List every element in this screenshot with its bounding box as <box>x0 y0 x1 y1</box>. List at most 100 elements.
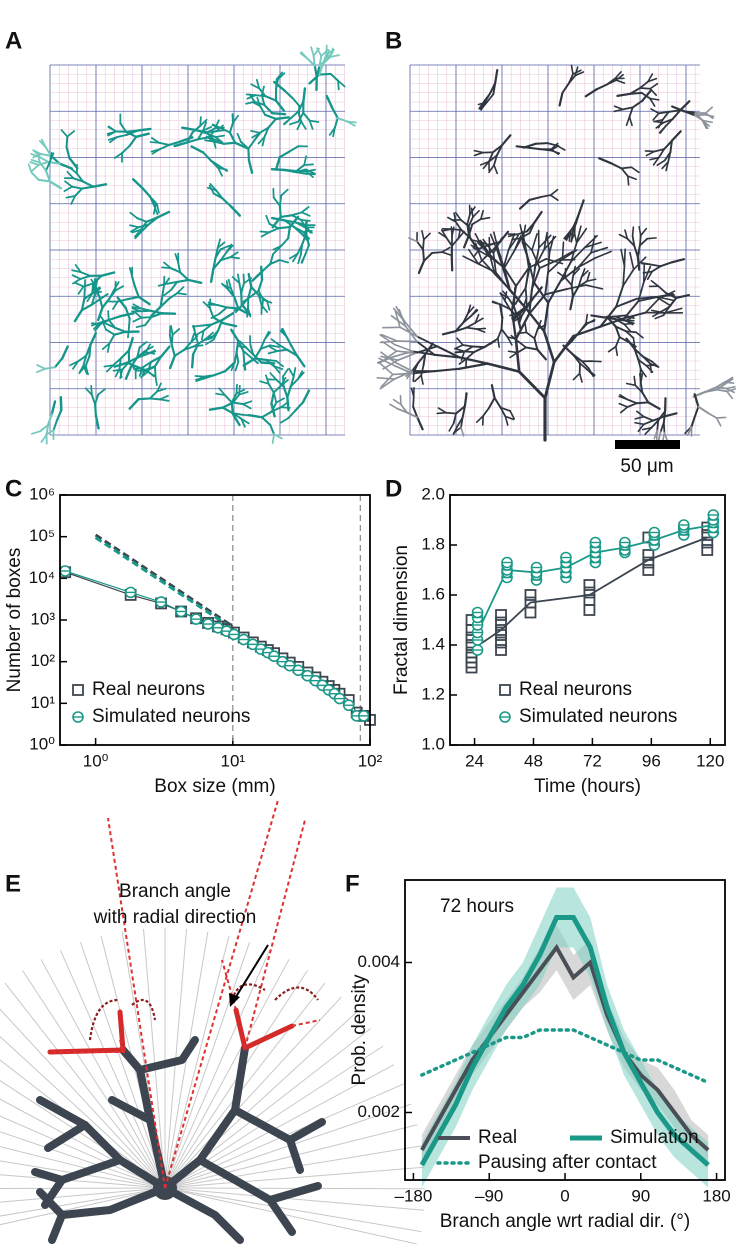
neurite <box>249 289 260 298</box>
neurite <box>202 151 213 162</box>
neurite <box>494 69 499 85</box>
neurite <box>214 134 225 138</box>
point <box>642 556 655 569</box>
neurite <box>504 291 508 302</box>
neurite <box>129 224 140 229</box>
neurite <box>131 178 144 190</box>
neurite <box>649 362 653 374</box>
neurite <box>291 97 301 107</box>
neurite <box>657 285 667 294</box>
neurite <box>650 279 660 288</box>
neurite <box>218 387 226 396</box>
neurite <box>606 77 617 86</box>
neurite <box>36 153 41 164</box>
neurite <box>650 309 662 313</box>
neurite <box>44 169 52 183</box>
branch <box>31 1156 124 1184</box>
branch <box>161 1044 249 1192</box>
neurite <box>525 296 535 308</box>
annotation: 72 hours <box>440 896 514 917</box>
neurite <box>346 120 357 124</box>
neurite <box>231 412 244 416</box>
neurite <box>503 250 515 270</box>
neurite <box>614 336 621 348</box>
neurite <box>137 397 152 401</box>
diagram-label: with radial direction <box>93 907 257 928</box>
neurite <box>499 292 506 302</box>
neurite <box>638 225 642 237</box>
neurite <box>514 295 521 305</box>
neurite <box>506 336 513 346</box>
panel-label: F <box>345 870 360 897</box>
neurite <box>574 71 585 77</box>
neurite <box>269 372 278 381</box>
neurite <box>489 337 499 345</box>
point <box>495 616 507 629</box>
arrow-head <box>229 993 240 1007</box>
neurite <box>118 357 122 370</box>
neurite <box>571 353 584 363</box>
neurite <box>77 354 88 363</box>
neurite <box>91 282 95 295</box>
neurite <box>92 183 108 188</box>
radial-line <box>0 1187 166 1226</box>
panel-label: C <box>5 475 22 502</box>
neurite <box>649 156 660 161</box>
neurite <box>564 276 573 287</box>
neurite <box>725 386 736 390</box>
neurite <box>53 357 64 369</box>
neurite <box>615 297 638 308</box>
neurite <box>441 246 451 253</box>
neurite <box>519 232 531 240</box>
neurite <box>571 222 577 234</box>
neurite <box>268 345 279 352</box>
neurite <box>452 412 457 425</box>
neurite <box>247 147 251 162</box>
neurite <box>228 131 237 144</box>
neurite <box>243 277 253 285</box>
neurite <box>507 297 515 308</box>
panel-e-diagram <box>0 799 426 1244</box>
neurite <box>269 344 280 348</box>
neurite <box>238 282 243 294</box>
y-tick-label: 10⁴ <box>29 568 55 587</box>
neurite <box>124 306 131 320</box>
neurite <box>598 157 613 165</box>
neurite <box>303 155 307 166</box>
neurite <box>93 286 101 298</box>
neurite <box>574 66 579 77</box>
panel-label: D <box>385 475 402 502</box>
neurite <box>533 337 539 351</box>
y-tick-label: 1.2 <box>421 684 445 703</box>
neurite <box>572 69 582 75</box>
neurite <box>585 284 604 290</box>
neurite <box>269 253 275 265</box>
neurite <box>112 368 124 372</box>
neurite <box>302 111 311 122</box>
neurite <box>114 285 125 292</box>
neurite <box>525 331 536 340</box>
neurite <box>433 353 461 359</box>
x-tick-label: 180 <box>702 1186 730 1205</box>
neurite <box>106 364 115 373</box>
neurite <box>493 272 511 291</box>
neurite <box>52 419 58 432</box>
neurite <box>465 326 478 330</box>
neurite <box>267 382 275 394</box>
neurite <box>724 376 734 383</box>
neurite <box>93 403 97 417</box>
neurite <box>532 281 550 304</box>
x-tick-label: 10⁰ <box>83 751 109 770</box>
y-tick-label: 2.0 <box>421 484 445 503</box>
neurite <box>192 343 200 356</box>
point <box>190 613 202 625</box>
neurite <box>632 337 636 348</box>
neurite <box>395 350 417 354</box>
neurite <box>639 80 649 89</box>
neurite <box>279 214 294 219</box>
series-line <box>419 915 710 1167</box>
neurite <box>655 296 672 307</box>
neurite <box>269 424 276 436</box>
neurite <box>461 344 474 348</box>
neurite <box>474 317 484 324</box>
